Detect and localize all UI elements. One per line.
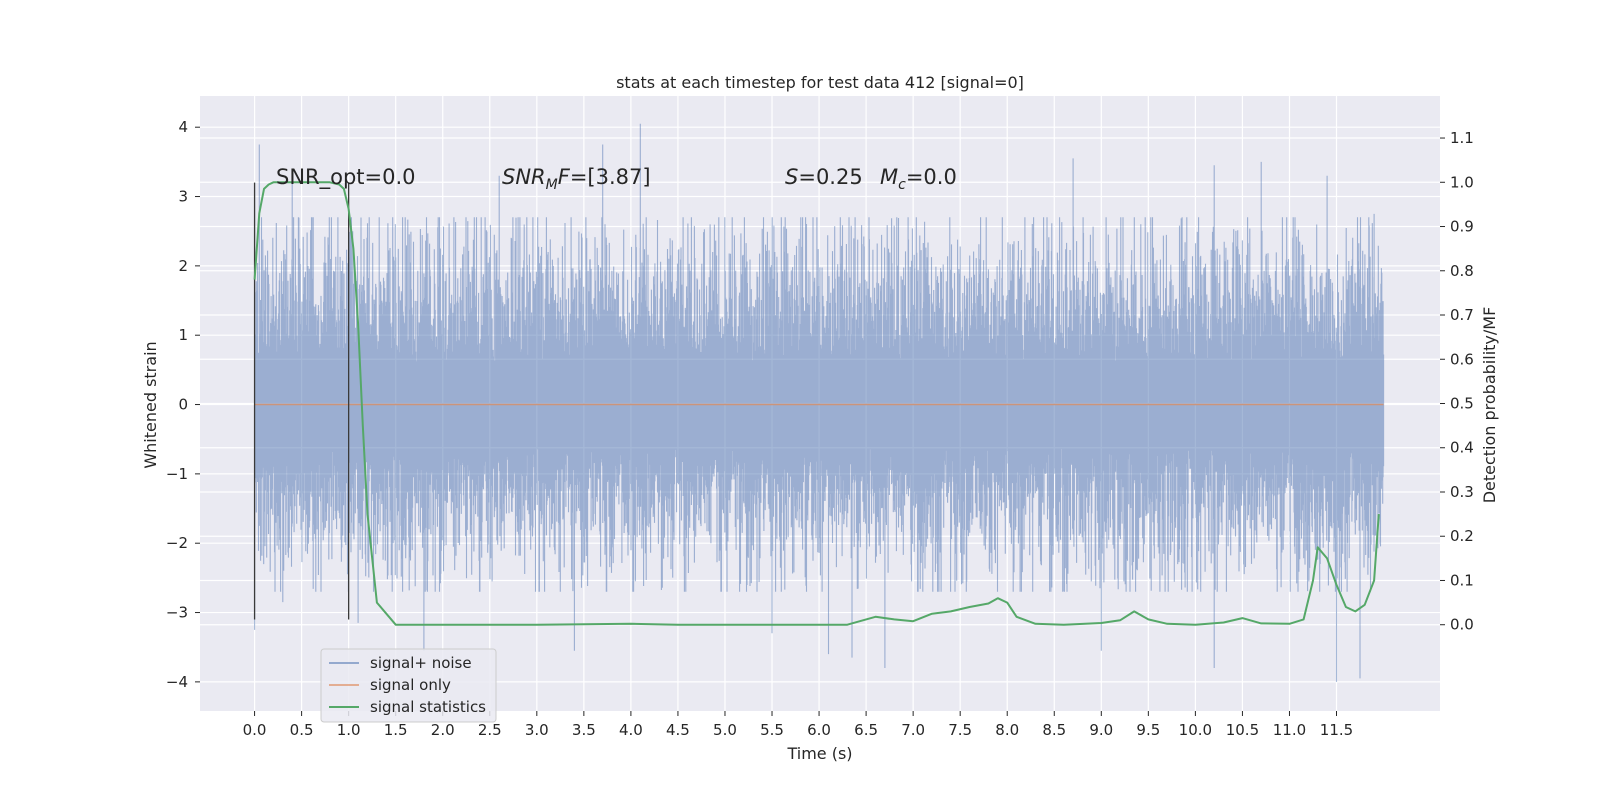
y2-tick-label: 0.7 [1450, 306, 1474, 324]
x-tick-label: 5.0 [713, 721, 737, 739]
x-tick-label: 6.0 [807, 721, 831, 739]
x-tick-label: 0.5 [290, 721, 314, 739]
x-tick-label: 8.0 [995, 721, 1019, 739]
mc-value: =0.0 [906, 165, 957, 189]
y2-tick-label: 1.0 [1450, 173, 1474, 191]
y2-tick-label: 0.6 [1450, 350, 1474, 368]
x-axis-label: Time (s) [786, 744, 852, 763]
x-tick-label: 11.0 [1273, 721, 1306, 739]
x-tick-label: 1.5 [384, 721, 408, 739]
snr-mf-f: F [558, 165, 571, 189]
x-tick-label: 2.5 [478, 721, 502, 739]
legend-box [320, 648, 497, 723]
mc-sub: c [898, 177, 906, 193]
x-tick-label: 10.0 [1179, 721, 1212, 739]
y2-axis-ticks: 0.0 0.1 0.2 0.3 0.4 0.5 0.6 0.7 0.8 0.9 1.0 1.1 [1440, 129, 1474, 634]
x-tick-label: 3.0 [525, 721, 549, 739]
x-tick-label: 0.0 [243, 721, 267, 739]
x-tick-label: 8.5 [1042, 721, 1066, 739]
y2-tick-label: 0.5 [1450, 395, 1474, 413]
signal-statistics-series [253, 181, 1380, 626]
y-tick-label: 2 [178, 257, 188, 275]
x-tick-label: 5.5 [760, 721, 784, 739]
y-axis-ticks: −4 −3 −2 −1 0 1 2 3 4 [166, 118, 200, 691]
x-tick-label: 11.5 [1320, 721, 1353, 739]
y-tick-label: 3 [178, 188, 188, 206]
y-axis-label: Whitened strain [141, 341, 160, 468]
annotation-s: S=0.25 [785, 165, 863, 189]
x-tick-label: 4.5 [666, 721, 690, 739]
x-tick-label: 9.5 [1136, 721, 1160, 739]
chart-title: stats at each timestep for test data 412… [616, 73, 1024, 92]
y-tick-label: 1 [178, 326, 188, 344]
legend: signal+ noise signal only signal statist… [320, 648, 497, 723]
y2-tick-label: 0.2 [1450, 527, 1474, 545]
snr-mf-value: =[3.87] [570, 165, 651, 189]
x-tick-label: 7.5 [948, 721, 972, 739]
y-tick-label: −4 [166, 673, 188, 691]
y2-tick-label: 0.3 [1450, 483, 1474, 501]
x-tick-label: 4.0 [619, 721, 643, 739]
x-tick-label: 1.0 [337, 721, 361, 739]
y-tick-label: −1 [166, 465, 188, 483]
y2-axis-label: Detection probability/MF [1480, 307, 1499, 504]
y2-tick-label: 0.8 [1450, 262, 1474, 280]
annotation-snr-opt: SNR_opt=0.0 [276, 165, 416, 190]
s-value: =0.25 [798, 165, 862, 189]
mc-base: M [880, 165, 898, 189]
y-tick-label: 0 [178, 396, 188, 414]
snr-mf-sub: M [546, 177, 558, 193]
y2-tick-label: 0.0 [1450, 616, 1474, 634]
x-axis-ticks: 0.0 0.5 1.0 1.5 2.0 2.5 3.0 3.5 4.0 4.5 5.0 5.5 6.0 6… [243, 711, 1353, 739]
annotation-snr-mf: SNRMF=[3.87] [502, 165, 651, 193]
snr-mf-base: SNR [502, 165, 546, 189]
legend-label-noise: signal+ noise [370, 654, 472, 672]
x-tick-label: 9.0 [1089, 721, 1113, 739]
signal-statistics-line [253, 181, 1380, 626]
x-tick-label: 2.0 [431, 721, 455, 739]
annotation-mc: Mc=0.0 [880, 165, 957, 193]
x-tick-label: 7.0 [901, 721, 925, 739]
y2-tick-label: 0.9 [1450, 218, 1474, 236]
x-tick-label: 6.5 [854, 721, 878, 739]
x-tick-label: 3.5 [572, 721, 596, 739]
y2-tick-label: 0.1 [1450, 571, 1474, 589]
x-tick-label: 10.5 [1226, 721, 1259, 739]
s-label: S [785, 165, 798, 189]
y-tick-label: −2 [166, 534, 188, 552]
y2-tick-label: 1.1 [1450, 129, 1474, 147]
annotations: SNR_opt=0.0 SNRMF=[3.87] S=0.25 Mc=0.0 [276, 165, 957, 193]
y-tick-label: −3 [166, 604, 188, 622]
y-tick-label: 4 [178, 118, 188, 136]
legend-label-stats: signal statistics [370, 698, 486, 716]
legend-label-signal: signal only [370, 676, 451, 694]
y2-tick-label: 0.4 [1450, 439, 1474, 457]
window-markers [253, 182, 350, 620]
